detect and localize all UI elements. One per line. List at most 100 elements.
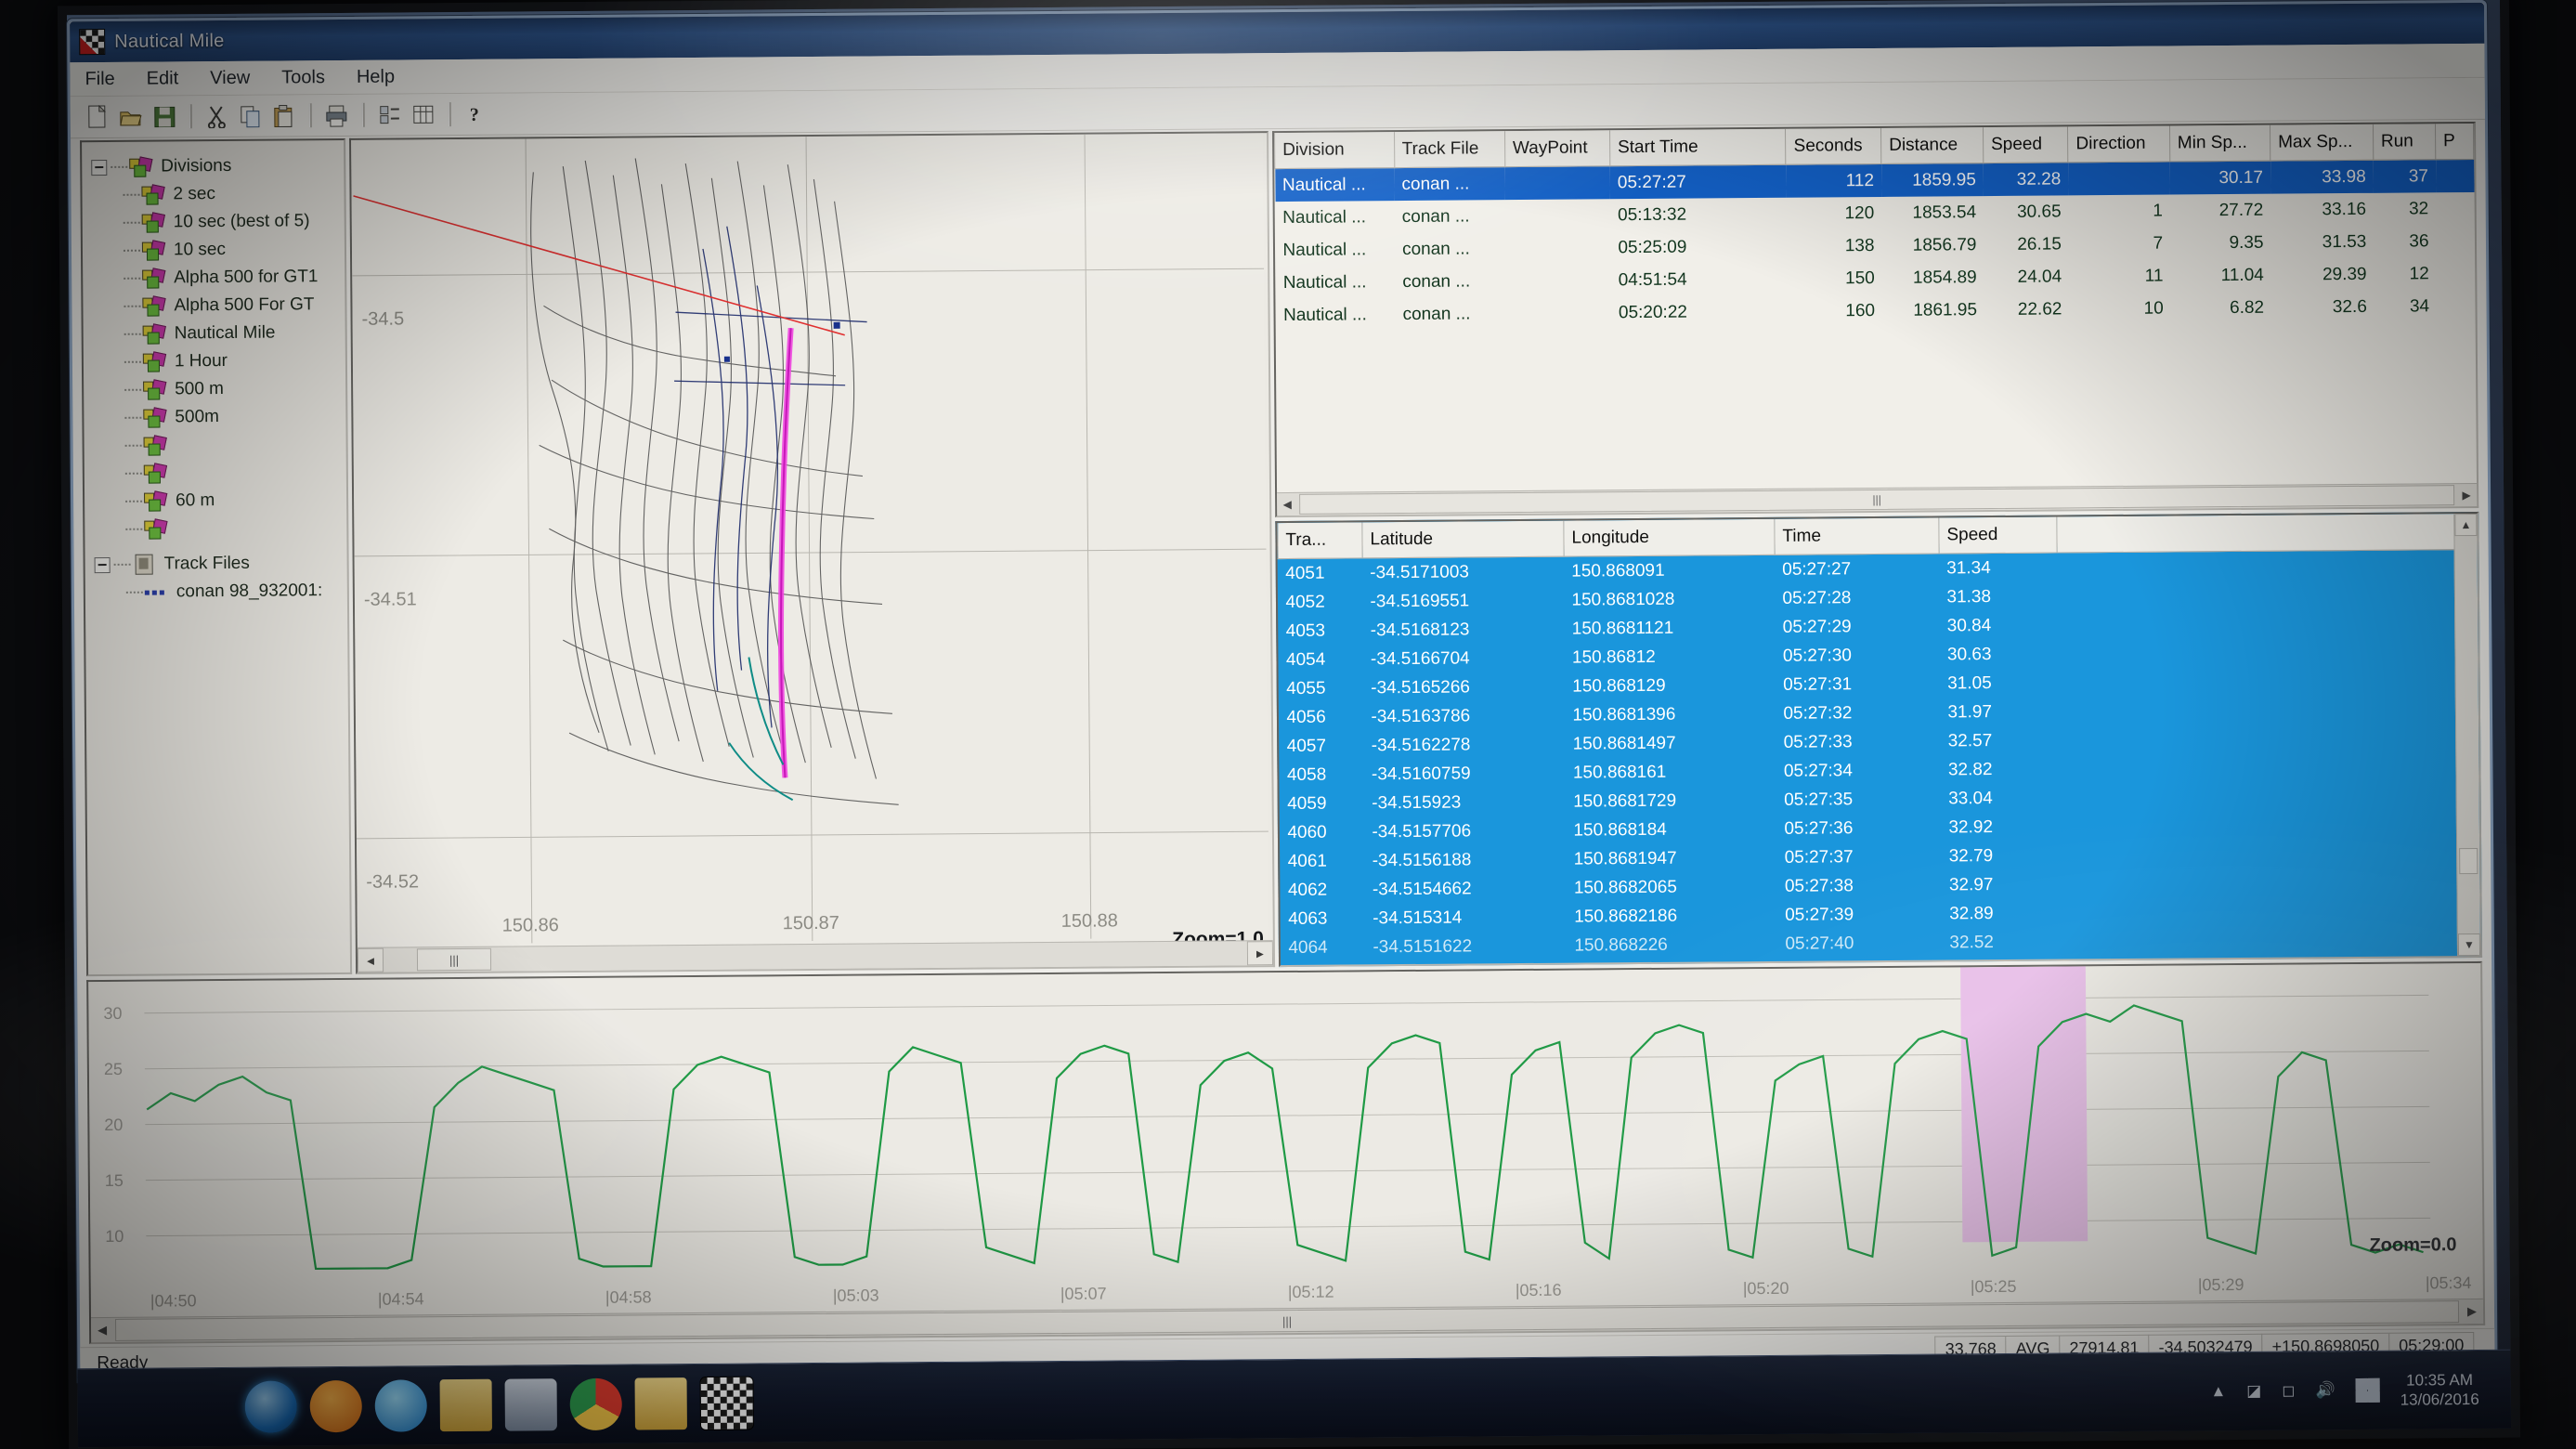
windows-flag-icon[interactable]	[2355, 1377, 2380, 1403]
results-horizontal-scrollbar[interactable]: ◀ ||| ▶	[1277, 482, 2478, 516]
snipping-tool-icon[interactable]	[504, 1378, 557, 1431]
copy-icon[interactable]	[235, 101, 267, 131]
menu-item-view[interactable]: View	[210, 67, 251, 88]
direction-cell	[2068, 162, 2170, 196]
cut-icon[interactable]	[202, 101, 233, 131]
list-icon[interactable]	[374, 99, 406, 129]
start-time-cell: 04:51:54	[1618, 269, 1687, 290]
map-canvas[interactable]	[351, 133, 1270, 969]
col-seconds[interactable]: Seconds	[1785, 127, 1881, 165]
scroll-thumb[interactable]	[2459, 847, 2478, 875]
col-min-speed[interactable]: Min Sp...	[2169, 124, 2270, 163]
latitude-cell: -34.5156188	[1372, 849, 1472, 870]
tree-connector	[124, 305, 141, 308]
map-view-pane[interactable]: -34.5 -34.51 -34.52 150.86 150.87 150.88…	[349, 131, 1276, 974]
longitude-cell: 150.86812	[1571, 646, 1656, 668]
scroll-right-arrow-icon[interactable]: ▶	[2462, 488, 2471, 503]
tree-item-track-file[interactable]: conan 98_932001:	[95, 577, 347, 607]
chrome-icon[interactable]	[569, 1377, 622, 1431]
start-time-cell: 05:27:27	[1609, 164, 1787, 200]
scroll-down-arrow-icon[interactable]: ▼	[2457, 933, 2481, 957]
scroll-right-arrow-icon[interactable]: ▶	[2466, 1303, 2478, 1319]
col-waypoint[interactable]: WayPoint	[1504, 130, 1610, 167]
tree-item-10-sec-best-of-5[interactable]: 10 sec (best of 5)	[92, 207, 345, 237]
menu-item-edit[interactable]: Edit	[146, 67, 179, 89]
save-icon[interactable]	[149, 101, 180, 131]
col-latitude[interactable]: Latitude	[1361, 520, 1565, 558]
tree-node-divisions[interactable]: Divisions	[91, 151, 344, 181]
track-points-grid[interactable]: Tra... Latitude Longitude Time Speed 405…	[1275, 511, 2483, 968]
speed-chart-pane[interactable]: 30 25 20 15 10 |04:50 |04:54 |04:58 |05:03 |…	[86, 960, 2486, 1345]
scroll-left-arrow-icon[interactable]: ◄	[357, 947, 384, 973]
col-max-speed[interactable]: Max Sp...	[2270, 124, 2374, 162]
nautical-mile-app-icon[interactable]	[699, 1376, 754, 1431]
start-time-cell: 05:13:32	[1618, 204, 1687, 225]
tree-node-track-files[interactable]: Track Files	[94, 549, 347, 579]
speed-cell: 32.79	[1948, 845, 1994, 866]
menu-item-tools[interactable]: Tools	[281, 66, 326, 87]
tree-item-alpha-500-for-gt1[interactable]: Alpha 500 for GT1	[92, 263, 345, 293]
tree-item-500m[interactable]: 500m	[93, 402, 345, 432]
folder2-icon[interactable]	[634, 1377, 687, 1430]
col-distance[interactable]: Distance	[1880, 127, 1984, 164]
col-run[interactable]: Run	[2373, 124, 2436, 161]
print-icon[interactable]	[321, 100, 353, 130]
tree-item-unnamed-2[interactable]	[94, 458, 346, 488]
paste-icon[interactable]	[268, 100, 300, 130]
filler-cell	[2060, 895, 2479, 928]
tree-item-10-sec[interactable]: 10 sec	[92, 235, 345, 265]
col-speed[interactable]: Speed	[1938, 516, 2058, 554]
col-direction[interactable]: Direction	[2067, 125, 2170, 163]
scroll-left-arrow-icon[interactable]: ◀	[1282, 497, 1292, 512]
taskbar-clock[interactable]: 10:35 AM 13/06/2016	[2400, 1370, 2479, 1410]
scroll-up-arrow-icon[interactable]: ▲	[2454, 513, 2478, 537]
collapse-toggle-track-files[interactable]	[94, 556, 111, 573]
volume-icon[interactable]: 🔊	[2315, 1381, 2335, 1400]
scroll-thumb[interactable]: |||	[1299, 485, 2455, 515]
speed-cell: 32.57	[1947, 730, 1993, 751]
seconds-cell: 112	[1786, 163, 1882, 198]
col-division[interactable]: Division	[1274, 132, 1395, 169]
tree-item-2-sec[interactable]: 2 sec	[91, 179, 344, 209]
media-player-icon[interactable]	[309, 1379, 362, 1433]
collapse-toggle-divisions[interactable]	[91, 159, 108, 176]
divisions-tree-pane[interactable]: Divisions 2 sec 10 sec (best of 5)	[80, 137, 353, 977]
tree-item-1-hour[interactable]: 1 Hour	[93, 346, 345, 376]
tree-item-unnamed-1[interactable]	[94, 430, 346, 460]
monitor-icon[interactable]: ◻	[2282, 1381, 2296, 1400]
folder-icon[interactable]	[439, 1378, 492, 1432]
col-track-file[interactable]: Track File	[1394, 131, 1505, 168]
scroll-left-arrow-icon[interactable]: ◀	[98, 1323, 108, 1338]
internet-explorer-icon[interactable]	[374, 1379, 427, 1432]
start-orb-icon[interactable]	[244, 1380, 297, 1433]
speed-cell: 32.89	[1949, 903, 1994, 923]
tree-item-60-m[interactable]: 60 m	[94, 486, 346, 516]
speed-cell: 33.04	[1948, 788, 1993, 808]
col-p[interactable]: P	[2435, 123, 2474, 160]
tree-item-500-m[interactable]: 500 m	[93, 374, 345, 404]
col-longitude[interactable]: Longitude	[1563, 518, 1776, 557]
tree-item-unnamed-3[interactable]	[94, 514, 346, 543]
results-grid[interactable]: Division Track File WayPoint Start Time …	[1272, 121, 2479, 518]
menu-item-file[interactable]: File	[85, 68, 115, 89]
points-vertical-scrollbar[interactable]: ▲ ▼	[2453, 513, 2481, 957]
col-time[interactable]: Time	[1774, 517, 1940, 555]
tree-label: 10 sec	[173, 239, 227, 260]
chevron-up-icon[interactable]: ▲	[2210, 1382, 2227, 1401]
help-icon[interactable]: ?	[461, 99, 492, 129]
col-speed[interactable]: Speed	[1983, 126, 2069, 163]
tree-item-alpha-500-for-gt[interactable]: Alpha 500 For GT	[92, 291, 345, 320]
network-icon[interactable]: ◪	[2246, 1381, 2262, 1400]
open-icon[interactable]	[115, 102, 147, 132]
col-start-time[interactable]: Start Time	[1609, 128, 1787, 166]
chart-ytick-15: 15	[104, 1170, 124, 1191]
new-icon[interactable]	[82, 102, 113, 132]
scroll-thumb[interactable]: |||	[416, 947, 492, 972]
grid-icon[interactable]	[408, 99, 439, 129]
tree-connector	[125, 591, 143, 594]
col-track-index[interactable]: Tra...	[1277, 522, 1363, 559]
tree-item-nautical-mile[interactable]: Nautical Mile	[93, 319, 345, 348]
scroll-right-arrow-icon[interactable]: ►	[1246, 941, 1274, 966]
speed-chart-canvas[interactable]	[88, 962, 2479, 1289]
menu-item-help[interactable]: Help	[356, 66, 396, 87]
